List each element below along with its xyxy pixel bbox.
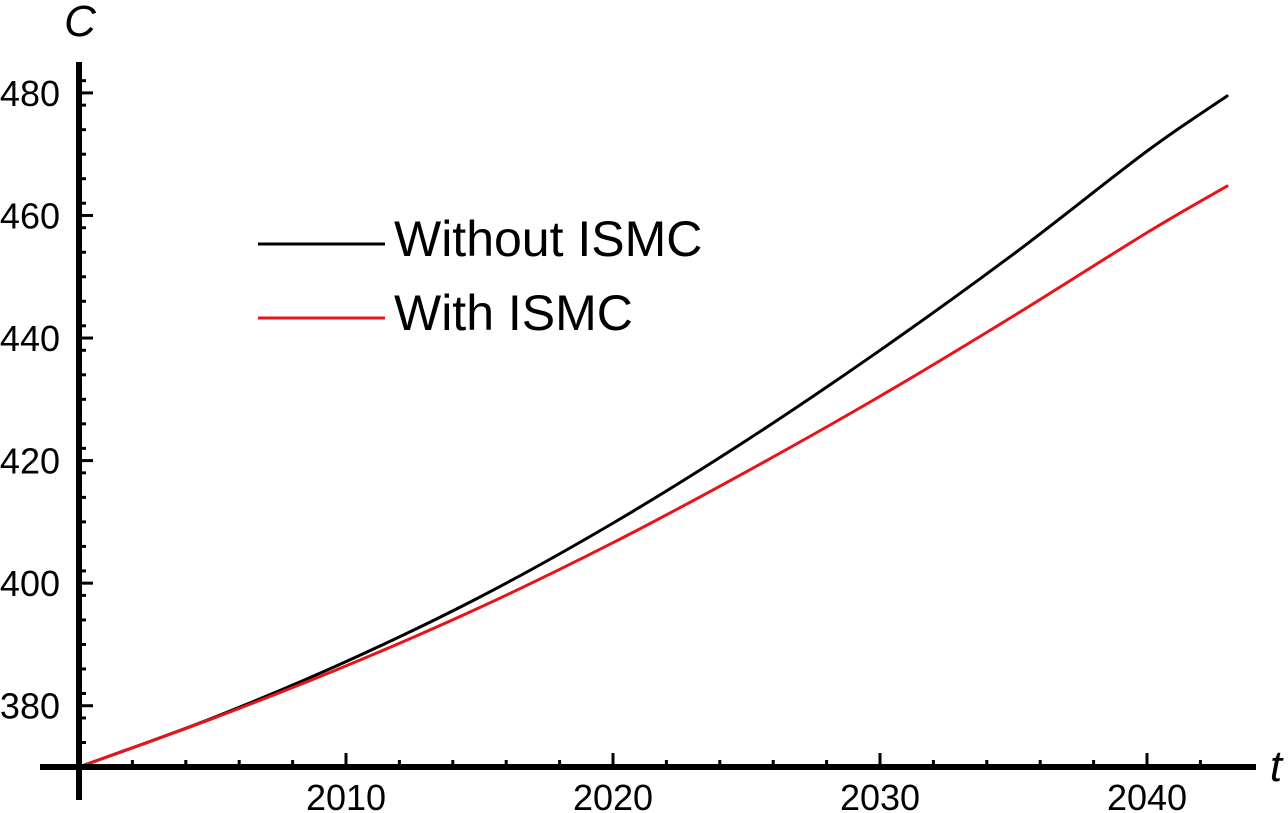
major-ticks [79,91,1149,767]
series-line-with-ismc [77,184,1229,769]
y-tick-label: 440 [0,318,60,359]
y-tick-label: 480 [0,73,60,114]
legend-label: With ISMC [394,285,633,341]
y-tick-label: 420 [0,441,60,482]
series-layer [77,94,1229,769]
minor-ticks [79,79,1202,767]
legend: Without ISMC With ISMC [258,211,702,341]
y-tick-label: 380 [0,686,60,727]
tick-labels: 2010 2020 2030 2040 380 400 420 440 460 480 [0,73,1187,813]
legend-label: Without ISMC [394,211,702,267]
x-tick-label: 2040 [1107,777,1187,813]
y-axis-label: C [64,0,97,46]
x-tick-label: 2010 [306,777,386,813]
x-tick-label: 2020 [573,777,653,813]
x-axis-label: t [1270,742,1284,791]
series-line-without-ismc [77,94,1229,769]
y-tick-label: 460 [0,195,60,236]
axes: Ct [40,0,1284,800]
y-tick-label: 400 [0,563,60,604]
x-tick-label: 2030 [840,777,920,813]
